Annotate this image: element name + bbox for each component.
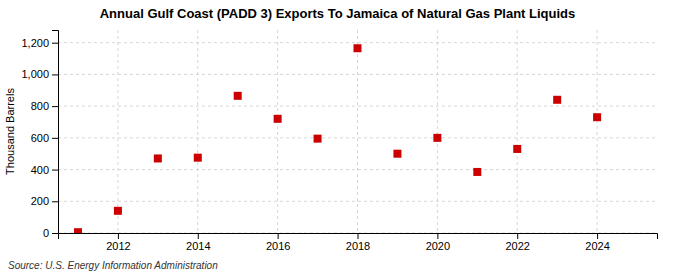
tick: 200 [31,195,58,207]
point [393,150,401,158]
tick-mark [52,170,58,171]
tick: 2022 [505,233,529,252]
point [354,44,362,52]
tick-mark [517,233,518,239]
grid-line [357,30,358,233]
tick: 400 [31,164,58,176]
tick-mark [198,233,199,239]
grid-line [117,30,118,233]
y-axis: 0 200 400 600 800 1,000 1,200 [21,31,58,240]
point [433,134,441,142]
tick: 2024 [585,233,609,252]
source-note: Source: U.S. Energy Information Administ… [8,260,218,271]
tick-label: 400 [31,164,49,176]
tick: 2020 [426,233,450,252]
tick-label: 2012 [106,240,130,252]
tick-mark [52,233,58,234]
point [274,115,282,123]
tick-label: 2022 [505,240,529,252]
grid-line [597,30,598,233]
tick-label: 0 [43,227,49,239]
point [114,207,122,215]
point [473,168,481,176]
grid [58,30,657,233]
tick: 2012 [106,233,130,252]
tick-label: 2014 [186,240,210,252]
tick-label: 2016 [266,240,290,252]
y-axis-title: Thousand Barrels [4,88,16,175]
tick-mark [52,43,58,44]
tick: 800 [31,100,58,112]
plot-area: 2012 2014 2016 2018 2020 2022 2024 0 200 400 600 80… [21,30,657,252]
tick-mark [597,233,598,239]
tick-label: 200 [31,195,49,207]
x-axis: 2012 2014 2016 2018 2020 2022 2024 [59,233,658,252]
tick-mark [52,201,58,202]
tick: 600 [31,132,58,144]
grid-line [517,30,518,233]
chart: 2012 2014 2016 2018 2020 2022 2024 0 200 400 600 80… [0,0,675,275]
point [74,228,82,233]
tick-mark [52,138,58,139]
tick: 0 [43,227,58,239]
point [194,154,202,162]
point [314,135,322,143]
tick-label: 1,200 [21,37,49,49]
tick-label: 2020 [426,240,450,252]
points [74,44,601,233]
grid-line [437,30,438,233]
grid-line [197,30,198,233]
tick-mark [278,233,279,239]
tick: 2016 [266,233,290,252]
point [513,145,521,153]
point [154,154,162,162]
tick: 2014 [186,233,210,252]
tick-mark [52,74,58,75]
tick-label: 2024 [585,240,609,252]
grid-line [277,30,278,233]
point [553,96,561,104]
axis-line [59,234,658,240]
point [593,113,601,121]
tick-mark [52,106,58,107]
tick: 1,200 [21,37,58,49]
axis-line [52,31,59,234]
title: Annual Gulf Coast (PADD 3) Exports To Ja… [100,6,576,21]
tick-mark [118,233,119,239]
tick-label: 1,000 [21,68,49,80]
tick: 2018 [346,233,370,252]
tick-label: 2018 [346,240,370,252]
tick: 1,000 [21,68,58,80]
tick-mark [358,233,359,239]
tick-label: 600 [31,132,49,144]
point [234,92,242,100]
tick-mark [437,233,438,239]
grid-line [58,106,657,107]
tick-label: 800 [31,100,49,112]
